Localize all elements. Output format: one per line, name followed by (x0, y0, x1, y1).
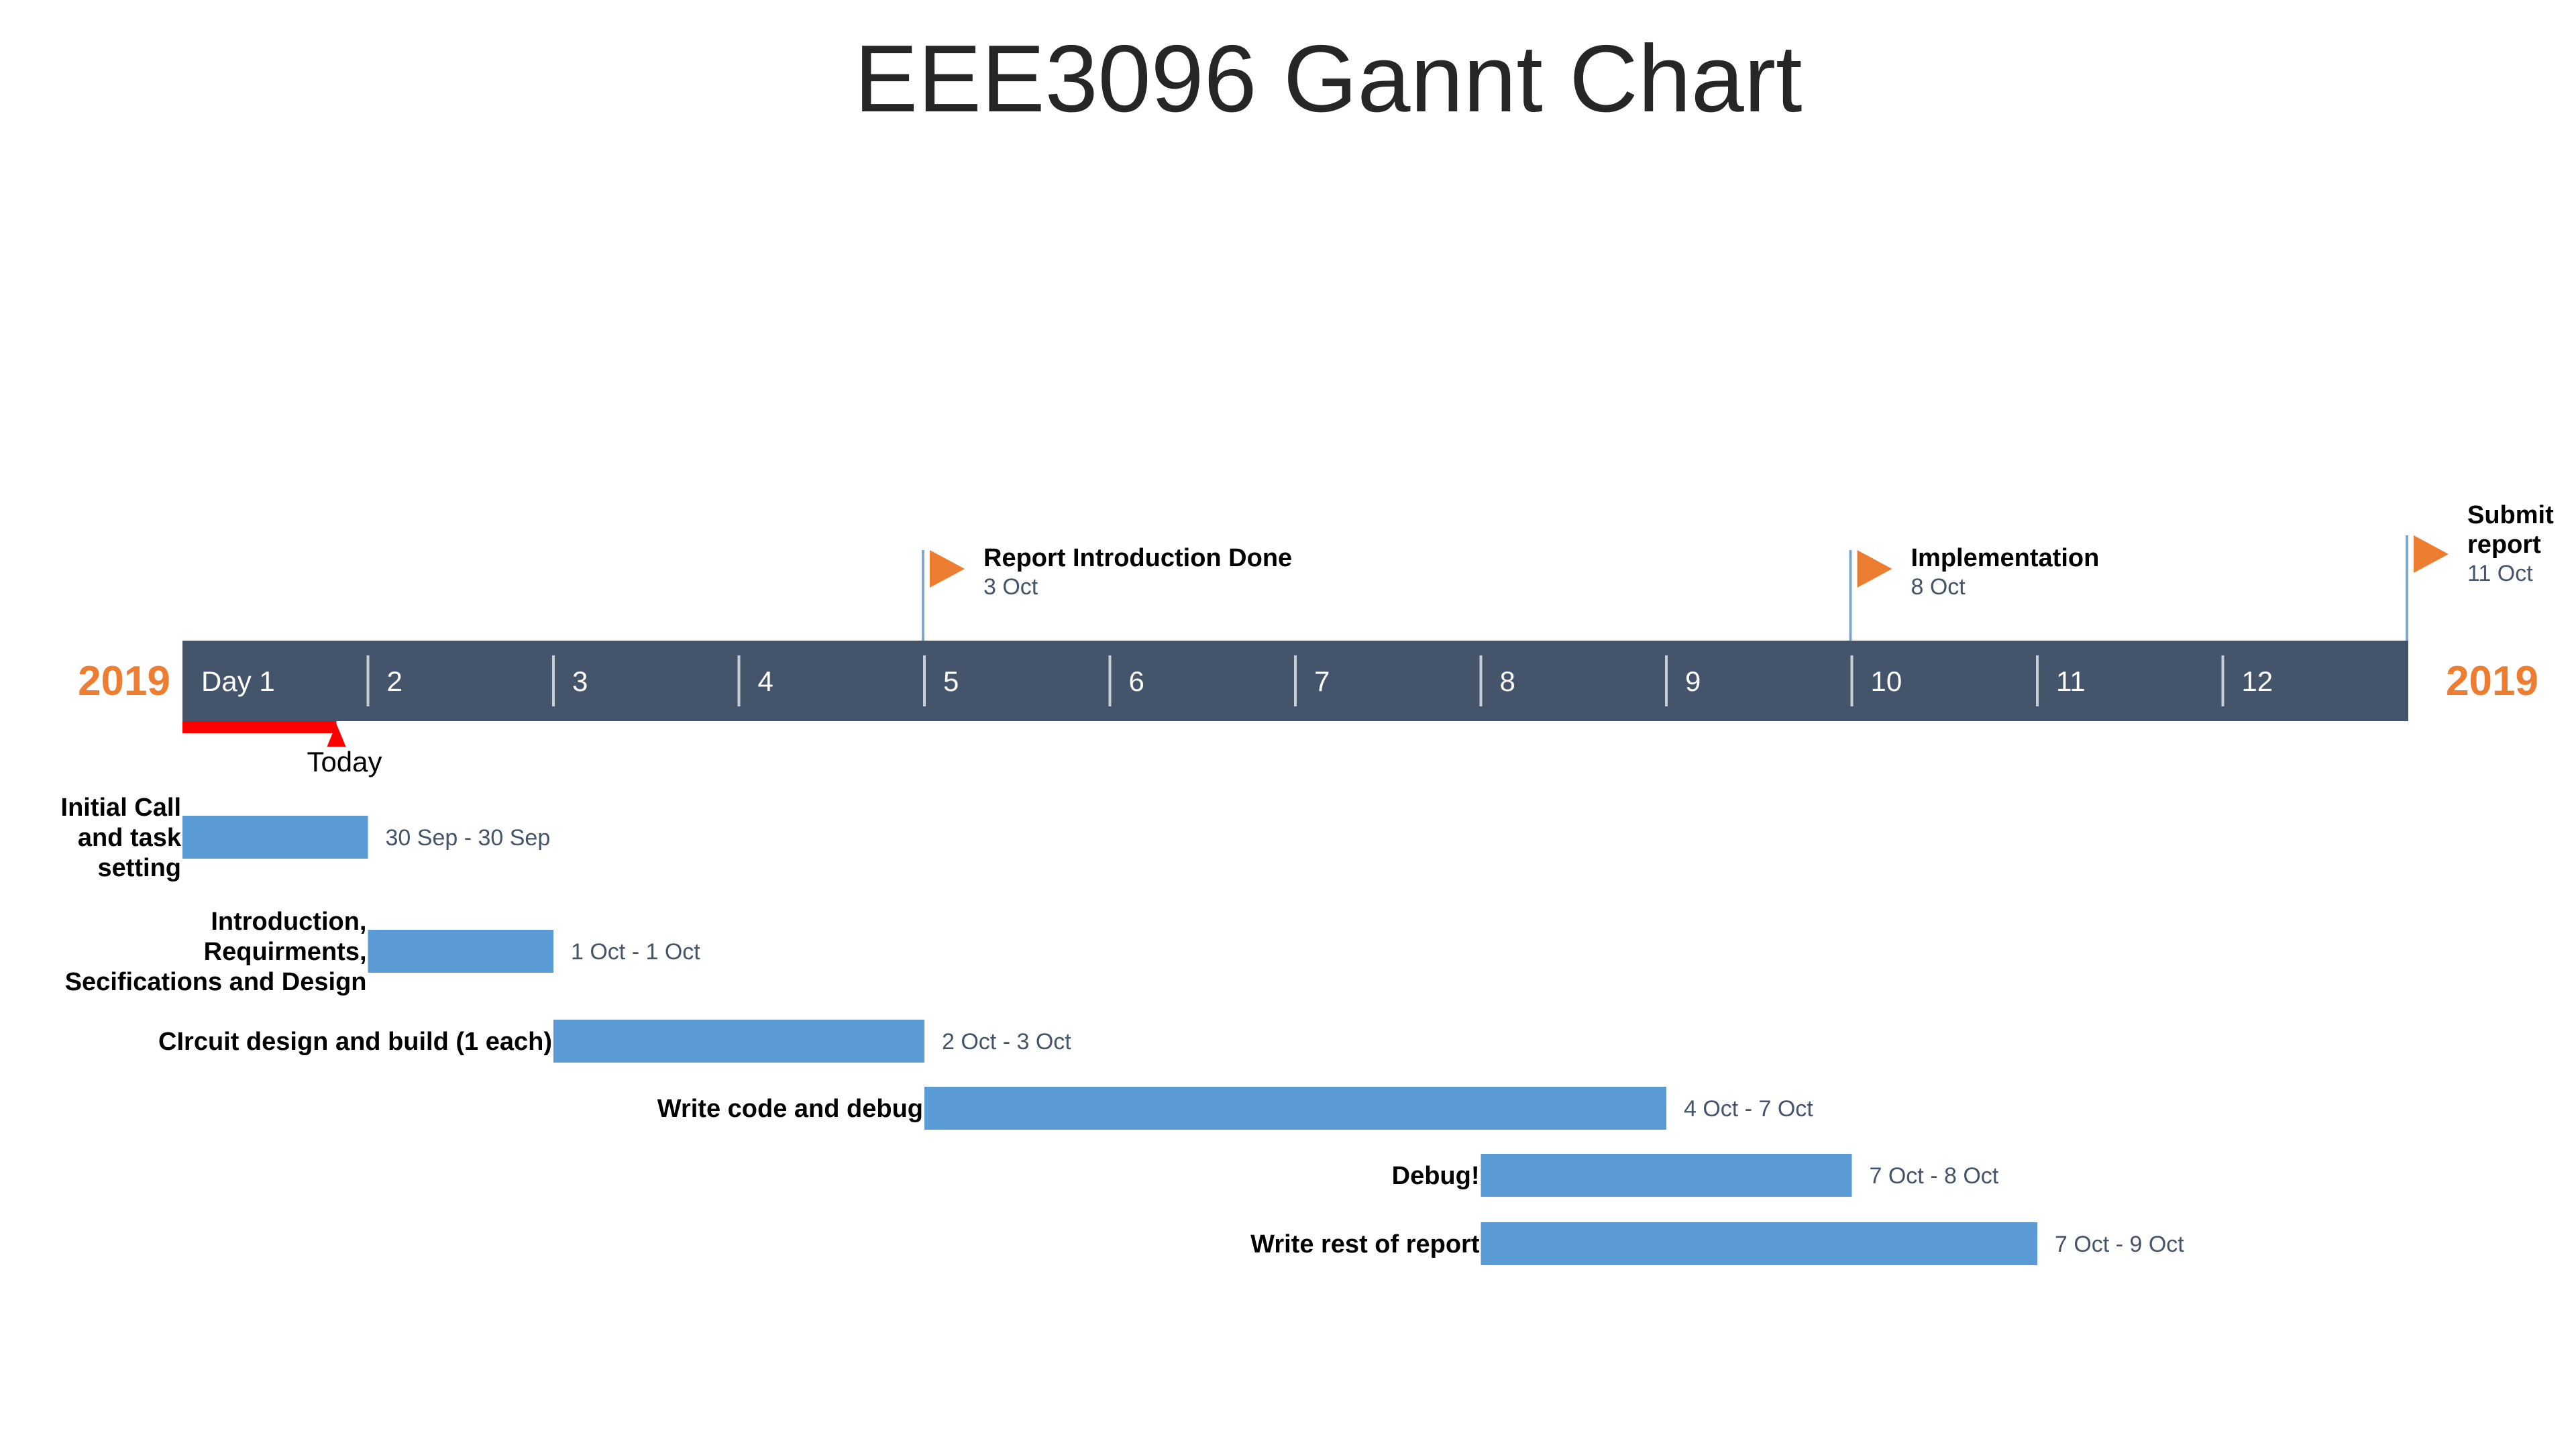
task-name: Secifications and Design (65, 968, 367, 996)
task-bar (1481, 1222, 2037, 1265)
today-marker-icon (327, 724, 346, 747)
milestone-title: Report Introduction Done (983, 544, 1292, 572)
task-name: and task (78, 824, 182, 852)
task-date-range: 7 Oct - 8 Oct (1870, 1163, 1999, 1189)
task-date-range: 2 Oct - 3 Oct (942, 1029, 1071, 1055)
timeline-day-label: 7 (1314, 665, 1330, 697)
timeline-day-label: 11 (2056, 665, 2086, 697)
timeline-day-label: Day 1 (201, 665, 275, 697)
milestone-title: Implementation (1911, 544, 2100, 572)
task-bar (924, 1087, 1666, 1130)
timeline-day-label: 9 (1685, 665, 1701, 697)
timeline-day-label: 10 (1871, 665, 1902, 697)
task-bar (1481, 1154, 1852, 1197)
timeline-day-label: 12 (2242, 665, 2273, 697)
milestone-date: 8 Oct (1911, 574, 1966, 600)
task-date-range: 7 Oct - 9 Oct (2055, 1232, 2184, 1257)
task-bar (368, 930, 553, 973)
milestone-flag-icon (1857, 550, 1892, 588)
year-label-right: 2019 (2446, 658, 2538, 704)
milestone-flag-icon (930, 550, 965, 588)
task-name: Write code and debug (657, 1095, 923, 1123)
timeline-band: Day 1 2 3 4 5 6 7 8 9 10 11 12 (182, 641, 2408, 721)
milestone-flag-icon (2414, 535, 2449, 573)
task-name: Introduction, (211, 908, 366, 936)
task-bar (182, 816, 368, 859)
milestone-title: Submit (2467, 501, 2554, 529)
timeline-day-label: 5 (943, 665, 959, 697)
timeline-day-label: 4 (758, 665, 773, 697)
task-name: Initial Call (61, 794, 181, 822)
year-label-left: 2019 (78, 658, 170, 704)
milestone-date: 11 Oct (2467, 561, 2533, 586)
task-date-range: 4 Oct - 7 Oct (1684, 1096, 1813, 1122)
today-label: Today (307, 746, 382, 777)
task-date-range: 30 Sep - 30 Sep (386, 825, 551, 851)
task-name: Requirments, (204, 938, 367, 966)
timeline-day-label: 8 (1500, 665, 1515, 697)
task-name: CIrcuit design and build (1 each) (158, 1028, 552, 1056)
timeline-day-label: 6 (1129, 665, 1144, 697)
timeline-day-label: 3 (572, 665, 588, 697)
chart-title: EEE3096 Gannt Chart (855, 25, 1803, 132)
task-name: setting (97, 854, 181, 882)
task-bar (553, 1020, 924, 1063)
task-name: Debug! (1392, 1162, 1480, 1190)
today-progress-bar (182, 721, 337, 733)
today-marker-layer: Today (182, 721, 382, 777)
task-date-range: 1 Oct - 1 Oct (571, 939, 700, 965)
timeline-day-label: 2 (387, 665, 402, 697)
milestone-date: 3 Oct (983, 574, 1038, 600)
task-name: Write rest of report (1250, 1230, 1480, 1258)
milestone-title: report (2467, 531, 2541, 559)
